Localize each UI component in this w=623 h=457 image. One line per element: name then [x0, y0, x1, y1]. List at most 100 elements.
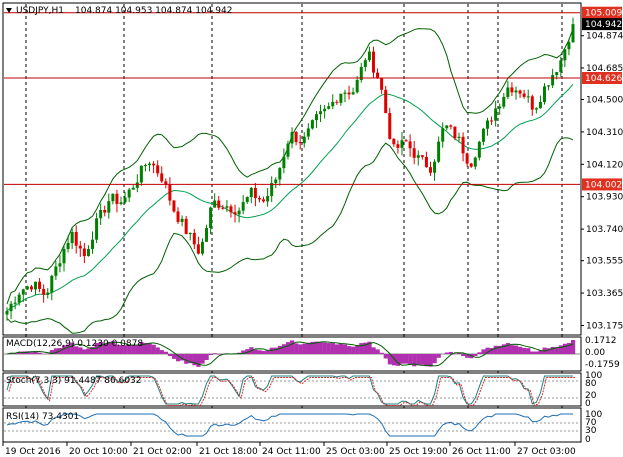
candle-body [506, 87, 510, 97]
candle-body [433, 161, 437, 173]
macd-histogram-bar [436, 354, 441, 358]
price-axis-label: 103.555 [586, 257, 623, 267]
macd-panel[interactable]: MACD(12,26,9) 0.1230 0.0878 0.1712 0.00 … [2, 336, 620, 372]
candle-body [205, 228, 209, 242]
main-price-panel[interactable]: USDJPY,H1 104.874 104.953 104.874 104.94… [2, 2, 582, 442]
macd-histogram-bar [302, 343, 307, 354]
macd-histogram-bar [432, 354, 437, 364]
candle-body [221, 207, 225, 209]
candle-body [50, 275, 54, 293]
macd-histogram-bar [530, 351, 535, 354]
time-axis-label: 26 Oct 11:00 [452, 447, 511, 457]
candle-body [74, 232, 78, 246]
macd-histogram-bar [448, 351, 454, 354]
macd-tick-mid: 0.00 [585, 348, 605, 358]
candle-body [404, 140, 408, 142]
time-axis-label: 25 Oct 03:00 [326, 447, 385, 457]
candle-body [164, 181, 168, 185]
candle-body [302, 136, 306, 144]
candle-body [278, 168, 282, 180]
stoch-panel[interactable]: Stoch(7,3,3) 91.4487 86.6032 100 80 20 0 [2, 371, 602, 409]
candle-body [351, 92, 355, 95]
level-price-label: 105.009 [585, 9, 622, 19]
candle-body [367, 51, 371, 61]
vertical-grid [25, 4, 563, 442]
candle-body [408, 141, 412, 149]
candle-body [78, 245, 82, 249]
macd-histogram-bar [322, 342, 327, 354]
candle-body [95, 218, 99, 240]
rsi-tick-30: 30 [585, 426, 597, 436]
candle-body [355, 80, 359, 93]
candle-body [359, 66, 363, 81]
price-axis-label: 104.120 [586, 160, 623, 170]
macd-histogram-bar [404, 354, 409, 364]
macd-histogram-bar [241, 350, 246, 354]
macd-histogram-bar [367, 341, 372, 354]
macd-histogram-bar [562, 343, 568, 354]
stoch-label: Stoch(7,3,3) 91.4487 86.6032 [6, 376, 141, 386]
macd-histogram-bar [114, 344, 120, 354]
macd-histogram-bar [456, 352, 462, 354]
candle-body [424, 156, 428, 168]
macd-histogram-bar [184, 354, 189, 364]
macd-histogram-bar [86, 348, 91, 354]
macd-histogram-bar [257, 350, 262, 354]
dropdown-triangle-icon[interactable] [6, 8, 12, 13]
macd-histogram-bar [518, 346, 523, 354]
macd-histogram-bar [538, 350, 543, 354]
chart-header: USDJPY,H1 104.874 104.953 104.874 104.94… [6, 6, 232, 16]
rsi-line [4, 413, 580, 437]
macd-histogram-bar [131, 345, 136, 354]
symbol-label: USDJPY,H1 [16, 6, 64, 16]
candle-body [469, 163, 473, 167]
macd-histogram-bar [171, 354, 177, 359]
candle-body [29, 286, 33, 290]
macd-histogram-bar [119, 345, 124, 354]
candle-body [522, 93, 526, 97]
macd-histogram-bar [493, 345, 498, 354]
candle-body [510, 87, 514, 93]
candle-body [327, 106, 331, 109]
macd-histogram-bar [216, 354, 221, 355]
macd-histogram-bar [102, 343, 107, 354]
candle-body [42, 288, 46, 295]
candle-body [473, 157, 477, 167]
macd-histogram-bar [513, 345, 519, 354]
time-axis-label: 20 Oct 10:00 [69, 447, 128, 457]
macd-histogram-bar [106, 341, 111, 354]
rsi-path [6, 413, 573, 437]
candle-body [457, 136, 461, 139]
rsi-panel-frame [2, 407, 582, 443]
macd-histogram-bar [253, 349, 258, 354]
macd-histogram-bar [424, 354, 429, 367]
candle-body [514, 90, 518, 93]
macd-histogram-bar [558, 345, 563, 354]
candle-body [542, 86, 546, 103]
macd-histogram-bar [245, 349, 250, 354]
candle-body [168, 184, 172, 201]
candle-body [502, 96, 506, 107]
macd-histogram-bar [330, 343, 335, 354]
candle-body [445, 125, 449, 129]
macd-histogram-bar [212, 353, 217, 354]
candle-body [343, 92, 347, 94]
macd-histogram-bar [82, 349, 87, 354]
price-axis: 104.874 104.685 104.500 104.310 104.120 103.9… [581, 6, 623, 331]
candle-body [559, 60, 563, 73]
candle-body [34, 281, 38, 290]
candle-body [192, 232, 196, 245]
macd-histogram-bar [314, 341, 319, 354]
macd-histogram-bar [534, 351, 539, 354]
time-axis-label: 27 Oct 03:00 [517, 447, 576, 457]
macd-histogram-bar [123, 345, 128, 354]
candle-body [323, 108, 327, 112]
price-axis-label: 104.685 [586, 64, 623, 74]
rsi-panel[interactable]: RSI(14) 73.4301 100 70 30 0 [2, 407, 602, 445]
macd-histogram-bar [408, 354, 413, 365]
candle-body [465, 153, 469, 164]
price-axis-label: 103.365 [586, 289, 623, 299]
candle-body [229, 206, 233, 213]
macd-histogram-bar [29, 352, 34, 354]
